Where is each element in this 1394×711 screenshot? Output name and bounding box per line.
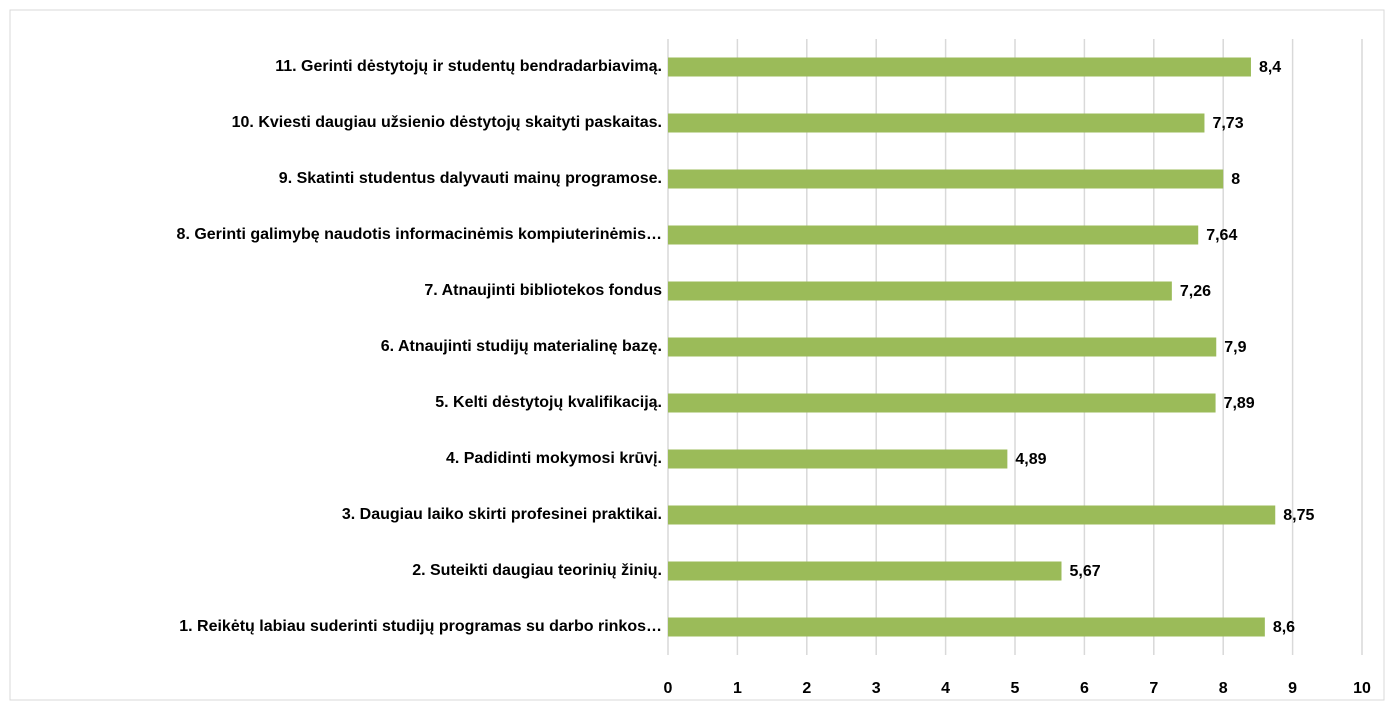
x-tick-label: 2 <box>802 680 811 697</box>
bar <box>668 113 1205 133</box>
y-tick-label: 1. Reikėtų labiau suderinti studijų prog… <box>179 618 662 635</box>
bar <box>668 337 1217 357</box>
x-tick-label: 9 <box>1288 680 1297 697</box>
y-tick-label: 10. Kviesti daugiau užsienio dėstytojų s… <box>232 114 662 131</box>
y-tick-label: 6. Atnaujinti studijų materialinę bazę. <box>381 338 662 355</box>
bar <box>668 561 1062 581</box>
bar <box>668 281 1172 301</box>
x-tick-label: 5 <box>1011 680 1020 697</box>
bar <box>668 393 1216 413</box>
value-label: 8,6 <box>1273 619 1295 636</box>
value-label: 7,64 <box>1206 227 1237 244</box>
value-label: 7,26 <box>1180 283 1211 300</box>
value-label: 7,73 <box>1212 115 1243 132</box>
value-label: 7,9 <box>1224 339 1246 356</box>
bar <box>668 617 1265 637</box>
bar <box>668 449 1008 469</box>
bar <box>668 57 1251 77</box>
value-label: 7,89 <box>1224 395 1255 412</box>
x-tick-label: 7 <box>1149 680 1158 697</box>
x-tick-label: 4 <box>941 680 950 697</box>
x-tick-label: 6 <box>1080 680 1089 697</box>
x-tick-label: 3 <box>872 680 881 697</box>
y-tick-label: 3. Daugiau laiko skirti profesinei prakt… <box>342 506 662 523</box>
x-tick-label: 10 <box>1353 680 1371 697</box>
bar <box>668 505 1276 525</box>
y-tick-label: 11. Gerinti dėstytojų ir studentų bendra… <box>275 58 662 75</box>
value-label: 8 <box>1231 171 1240 188</box>
bar <box>668 169 1224 189</box>
y-tick-label: 7. Atnaujinti bibliotekos fondus <box>424 282 662 299</box>
value-label: 5,67 <box>1069 563 1100 580</box>
y-tick-label: 4. Padidinti mokymosi krūvį. <box>446 450 662 467</box>
value-label: 8,75 <box>1283 507 1314 524</box>
y-tick-label: 9. Skatinti studentus dalyvauti mainų pr… <box>279 170 662 187</box>
y-tick-label: 2. Suteikti daugiau teorinių žinių. <box>412 562 662 579</box>
x-tick-label: 0 <box>664 680 673 697</box>
y-tick-label: 5. Kelti dėstytojų kvalifikaciją. <box>435 394 662 411</box>
y-tick-label: 8. Gerinti galimybę naudotis informacinė… <box>177 226 662 243</box>
x-tick-label: 1 <box>733 680 742 697</box>
value-label: 8,4 <box>1259 59 1281 76</box>
x-tick-label: 8 <box>1219 680 1228 697</box>
bar <box>668 225 1199 245</box>
value-label: 4,89 <box>1015 451 1046 468</box>
